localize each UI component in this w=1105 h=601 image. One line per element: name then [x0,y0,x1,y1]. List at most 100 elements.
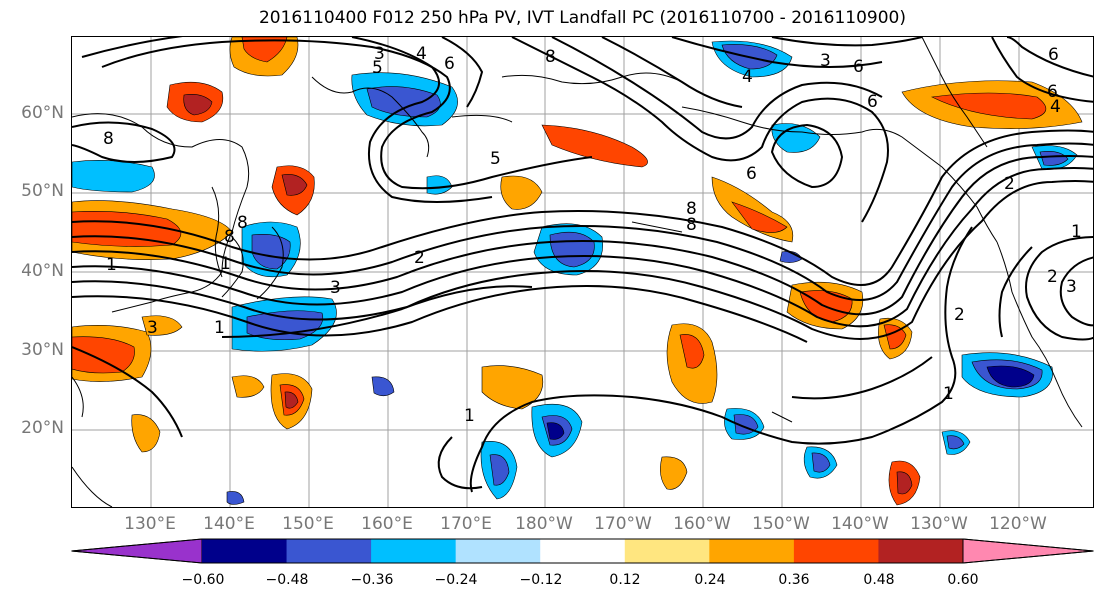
contour-label: 8 [686,199,697,219]
colorbar-tick-label: −0.60 [181,572,225,588]
lon-label-170w: 170°W [594,514,652,534]
contour-label: 6 [444,54,455,74]
negative-anomaly-blob [231,296,337,352]
positive-anomaly-blob [666,323,718,404]
map-panel: 3 4 5 6 8 8 3 4 6 6 6 4 6 8 8 5 6 8 8 2 … [71,36,1094,508]
contour-label: 6 [746,164,757,184]
contour-label: 3 [330,278,341,298]
contour-label: 1 [220,254,231,274]
positive-anomaly-blob [901,80,1083,129]
negative-anomaly-blob [803,446,838,479]
lat-label-50n: 50°N [21,181,64,201]
contour-label: 2 [1004,174,1015,194]
negative-anomaly-blob [531,403,583,458]
contour-label: 5 [490,149,501,169]
lon-label-150e: 150°E [282,514,334,534]
negative-anomaly-blob [241,221,301,278]
contour-label: 5 [372,58,383,78]
contour-label: 3 [820,51,831,71]
lon-label-140e: 140°E [203,514,255,534]
contour-label: 4 [1050,97,1061,117]
colorbar-extend-min [71,538,203,564]
negative-anomaly-blob [1031,145,1078,170]
positive-anomaly-blob [131,414,161,453]
contour-label: 3 [374,44,385,64]
colorbar-cell [371,539,457,563]
lat-label-20n: 20°N [21,418,64,438]
colorbar-tick-label: 0.60 [947,572,979,588]
colorbar-tick-label: 0.24 [694,572,726,588]
colorbar-outline [71,538,1094,564]
contour-label: 3 [147,318,158,338]
positive-anomaly-blob [481,365,544,410]
negative-anomaly-blob [426,175,453,195]
colorbar-cells [71,538,1094,564]
colorbar-cell [878,539,964,563]
positive-anomaly-blob [660,456,688,490]
lon-label-140w: 140°W [831,514,889,534]
positive-anomaly-blob [166,81,224,123]
colorbar-tick-label: −0.24 [434,572,478,588]
colorbar-cell [540,539,626,563]
colorbar-tick-label: 0.12 [609,572,641,588]
negative-anomaly-blob [533,223,604,276]
contour-label: 8 [224,227,235,247]
contour-label: 6 [853,57,864,77]
contour-label: 6 [1047,82,1058,102]
negative-anomaly-blob [351,72,458,127]
contour-label: 2 [1047,267,1058,287]
figure-title: 2016110400 F012 250 hPa PV, IVT Landfall… [258,8,906,28]
colorbar-tick-label: −0.12 [519,572,563,588]
contour-label: 6 [1048,45,1059,65]
colorbar-extend-max [962,538,1094,564]
lon-label-150w: 150°W [752,514,810,534]
colorbar-tick-label: 0.48 [863,572,895,588]
contour-label: 2 [414,248,425,268]
colorbar-tick-label: 0.36 [778,572,810,588]
colorbar [71,538,1094,564]
colorbar-cell [624,539,710,563]
positive-anomaly-blob [231,375,265,398]
contour-label: 1 [1071,222,1082,242]
map-canvas: 3 4 5 6 8 8 3 4 6 6 6 4 6 8 8 5 6 8 8 2 … [72,37,1093,507]
positive-anomaly-blob [271,165,315,216]
negative-anomaly-blob [961,352,1053,398]
negative-anomaly-blob [711,40,793,78]
colorbar-cell [286,539,372,563]
pv-contours [72,37,1093,493]
lon-label-130e: 130°E [124,514,176,534]
contour-label: 8 [237,213,248,233]
negative-anomaly-blob [941,430,971,455]
colorbar-cell [709,539,795,563]
positive-anomaly-blob [141,315,183,336]
contour-label: 6 [867,92,878,112]
contour-label: 3 [1066,277,1077,297]
positive-anomaly-blob [72,200,233,260]
contour-label: 8 [103,129,114,149]
lat-label-40n: 40°N [21,261,64,281]
negative-anomaly-blob [371,376,395,397]
positive-anomaly-blob [541,124,648,168]
colorbar-cell [202,539,288,563]
lon-label-180w: 180°W [515,514,573,534]
lon-label-130w: 130°W [910,514,968,534]
negative-anomaly-blob [226,491,245,505]
colorbar-tick-label: −0.48 [265,572,309,588]
contour-label: 8 [545,47,556,67]
lon-label-160w: 160°W [673,514,731,534]
lon-label-120w: 120°W [989,514,1047,534]
contour-label: 4 [416,44,427,64]
colorbar-cell [455,539,541,563]
negative-anomaly-blob [72,160,155,193]
contour-label: 4 [742,67,753,87]
negative-anomaly-blob [480,440,518,500]
contour-label: 1 [464,406,475,426]
lon-label-160e: 160°E [361,514,413,534]
lon-label-170e: 170°E [440,514,492,534]
positive-anomaly-blob [888,460,921,506]
lat-label-60n: 60°N [21,103,64,123]
contour-labels: 3 4 5 6 8 8 3 4 6 6 6 4 6 8 8 5 6 8 8 2 … [103,44,1082,426]
positive-anomaly-blob [500,175,543,210]
lat-label-30n: 30°N [21,340,64,360]
positive-anomaly-blob [711,176,794,243]
